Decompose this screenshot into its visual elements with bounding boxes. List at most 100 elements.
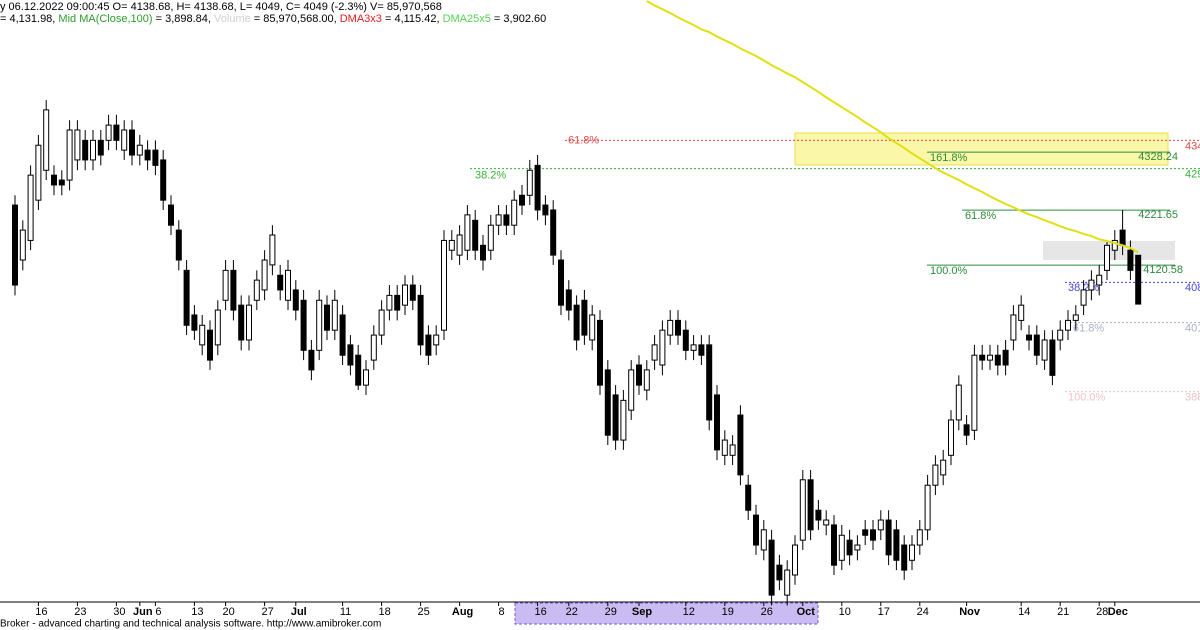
x-tick-label: 12 — [683, 606, 695, 618]
candle-body — [386, 294, 393, 311]
candle-body — [355, 354, 362, 386]
fib-right-label: 429 — [1185, 169, 1200, 181]
candle-body — [909, 544, 915, 561]
footer: Broker - advanced charting and technical… — [0, 619, 381, 630]
fib-zone-highlight — [794, 132, 1169, 166]
candle-body — [472, 219, 479, 251]
candle-body — [1002, 349, 1009, 366]
x-tick-label: 26 — [761, 606, 773, 618]
candle-body — [97, 139, 104, 156]
candle-body — [441, 239, 447, 331]
candle-body — [402, 284, 408, 306]
candle-body — [261, 259, 268, 291]
candle-body — [604, 369, 611, 436]
candle-body — [339, 314, 346, 356]
candle-body — [191, 314, 198, 331]
fib-percent-label: 161.8% — [930, 152, 968, 164]
candle-body — [721, 439, 728, 456]
x-tick-label: Dec — [1108, 606, 1128, 618]
candle-body — [316, 299, 323, 351]
candle-body — [409, 284, 416, 301]
candle-body — [760, 529, 767, 551]
candle-body — [948, 419, 954, 456]
candle-body — [511, 199, 518, 226]
candle-body — [651, 344, 658, 361]
candle-body — [253, 279, 260, 301]
fib-right-label: 388 — [1185, 392, 1200, 404]
candle-body — [893, 529, 900, 561]
candle-body — [698, 344, 705, 356]
candle-body — [846, 539, 853, 556]
candle-body — [659, 329, 666, 366]
candle-body — [924, 484, 931, 531]
x-tick-label: 11 — [340, 606, 351, 618]
x-tick-label: Sep — [632, 606, 652, 618]
candle-body — [1065, 319, 1071, 331]
fib-price-label: 4328.24 — [1138, 151, 1178, 163]
x-tick-label: 17 — [878, 606, 890, 618]
candle-body — [815, 509, 822, 521]
x-tick-label: 30 — [113, 606, 125, 618]
candle-body — [636, 364, 642, 386]
candle-body — [425, 334, 432, 356]
candle-body — [854, 544, 861, 551]
candle-body — [963, 424, 970, 436]
candle-body — [222, 269, 229, 301]
candle-body — [35, 144, 42, 201]
candle-body — [1096, 274, 1103, 286]
candle-body — [987, 354, 993, 361]
candle-body — [776, 564, 783, 581]
date-range-selection[interactable] — [514, 602, 819, 625]
candle-body — [503, 214, 510, 226]
fib-percent-label: 61.8% — [1073, 322, 1104, 334]
candle-body — [347, 344, 354, 366]
candle-body — [308, 349, 315, 371]
x-tick-label: 22 — [566, 606, 578, 618]
candle-body — [994, 354, 1001, 366]
header-segment: DMA3x3 — [340, 13, 382, 25]
candle-body — [246, 304, 252, 341]
x-tick-label: Aug — [452, 606, 473, 618]
candle-body — [799, 479, 806, 541]
candle-body — [82, 139, 89, 161]
candle-body — [1088, 279, 1095, 291]
fib-percent-label: 100.0% — [1068, 392, 1106, 404]
x-tick-label: 19 — [722, 606, 734, 618]
candle-body — [214, 309, 221, 346]
candle-body — [870, 529, 876, 541]
header-segment: Mid MA(Close,100) — [58, 13, 152, 25]
candle-body — [74, 129, 81, 161]
candle-body — [690, 344, 697, 351]
candle-body — [487, 224, 494, 251]
candle-body — [542, 204, 549, 216]
candle-body — [136, 144, 143, 156]
candle-body — [1010, 314, 1017, 341]
candle-body — [612, 394, 619, 441]
x-tick-label: 18 — [378, 606, 390, 618]
candle-body — [456, 234, 463, 256]
x-tick-label: 8 — [499, 606, 505, 618]
candle-layer — [12, 100, 1142, 606]
candle-body — [643, 369, 650, 391]
x-tick-label: Nov — [959, 606, 981, 618]
candle-body — [932, 464, 939, 486]
candle-body — [526, 169, 533, 196]
candle-body — [230, 269, 237, 311]
candle-body — [768, 539, 775, 596]
candle-body — [916, 529, 923, 546]
x-tick-label: 29 — [605, 606, 617, 618]
fib-price-label: 4221.65 — [1138, 209, 1178, 221]
candle-body — [753, 514, 759, 546]
candle-body — [1080, 289, 1087, 306]
candle-body — [682, 329, 689, 351]
candle-body — [831, 524, 837, 566]
header-segment: = 3,902.60 — [491, 13, 546, 25]
header-segment: y 06.12.2022 09:00:45 O= 4138.68, H= 413… — [0, 1, 442, 13]
candle-body — [519, 194, 525, 206]
candle-body — [238, 304, 245, 341]
candle-body — [12, 204, 18, 286]
candle-body — [1026, 334, 1032, 341]
candle-body — [27, 174, 34, 241]
candle-body — [838, 534, 845, 561]
x-tick-label: 13 — [191, 606, 203, 618]
